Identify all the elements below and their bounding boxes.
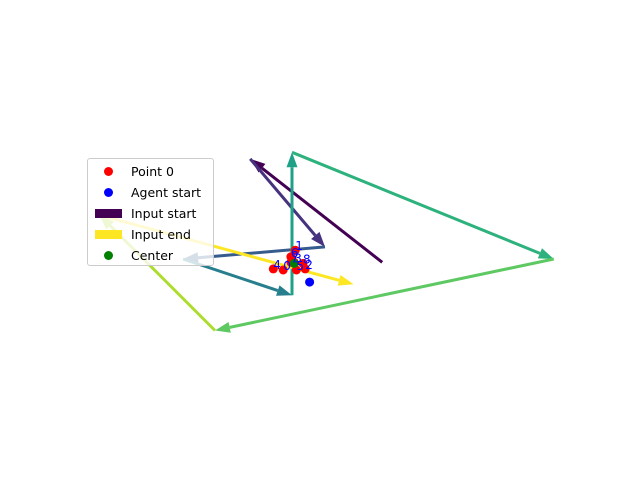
legend-label-agent-start: Agent start <box>131 184 202 200</box>
arrow-head-8 <box>337 275 354 286</box>
arrow-4 <box>286 152 298 296</box>
point-marker-2 <box>300 264 310 274</box>
legend-item-agent-start: Agent start <box>94 182 201 202</box>
center-marker <box>289 258 299 268</box>
point-label-8: 8 <box>303 252 311 266</box>
legend-label-center: Center <box>131 247 174 263</box>
point-label-7: 7 <box>291 251 299 265</box>
legend-item-input-end: Input end <box>94 224 191 244</box>
legend-marker-agent-start <box>94 185 122 199</box>
arrow-1 <box>249 157 325 247</box>
legend-item-center: Center <box>94 245 173 265</box>
legend-patch-input-end <box>94 227 122 241</box>
agent-start-marker <box>305 277 315 287</box>
legend: Point 0 Agent start Input start Input en… <box>87 158 214 266</box>
arrow-shaft-5 <box>291 150 541 255</box>
legend-marker-center <box>94 248 122 262</box>
arrow-head-6 <box>215 322 231 333</box>
point-label-0: 0 <box>283 259 291 273</box>
legend-item-point-0: Point 0 <box>94 161 174 181</box>
arrow-shaft-2 <box>197 245 326 260</box>
arrow-shaft-1 <box>249 157 317 237</box>
arrow-head-1 <box>311 231 325 247</box>
point-label-5: 5 <box>296 259 304 273</box>
point-label-4: 4 <box>273 258 281 272</box>
arrow-6 <box>215 257 555 333</box>
legend-label-point-0: Point 0 <box>131 163 174 179</box>
arrow-head-3 <box>276 285 292 296</box>
arrow-shaft-6 <box>229 257 555 329</box>
arrow-5 <box>291 150 554 259</box>
arrow-shaft-0 <box>261 166 384 264</box>
point-marker-4 <box>268 264 278 274</box>
point-layer <box>268 245 315 287</box>
legend-marker-point-0 <box>94 164 122 178</box>
legend-patch-input-start <box>94 206 122 220</box>
arrow-head-5 <box>537 248 554 259</box>
point-label-1: 1 <box>295 239 303 253</box>
point-label-3: 3 <box>294 251 302 265</box>
legend-label-input-end: Input end <box>131 226 191 242</box>
point-label-2: 2 <box>305 258 313 272</box>
legend-label-input-start: Input start <box>131 205 197 221</box>
arrow-head-4 <box>286 152 298 168</box>
legend-item-input-start: Input start <box>94 203 196 223</box>
point-marker-1 <box>290 245 300 255</box>
point-label-6: 6 <box>291 246 299 260</box>
point-marker-0 <box>278 265 288 275</box>
